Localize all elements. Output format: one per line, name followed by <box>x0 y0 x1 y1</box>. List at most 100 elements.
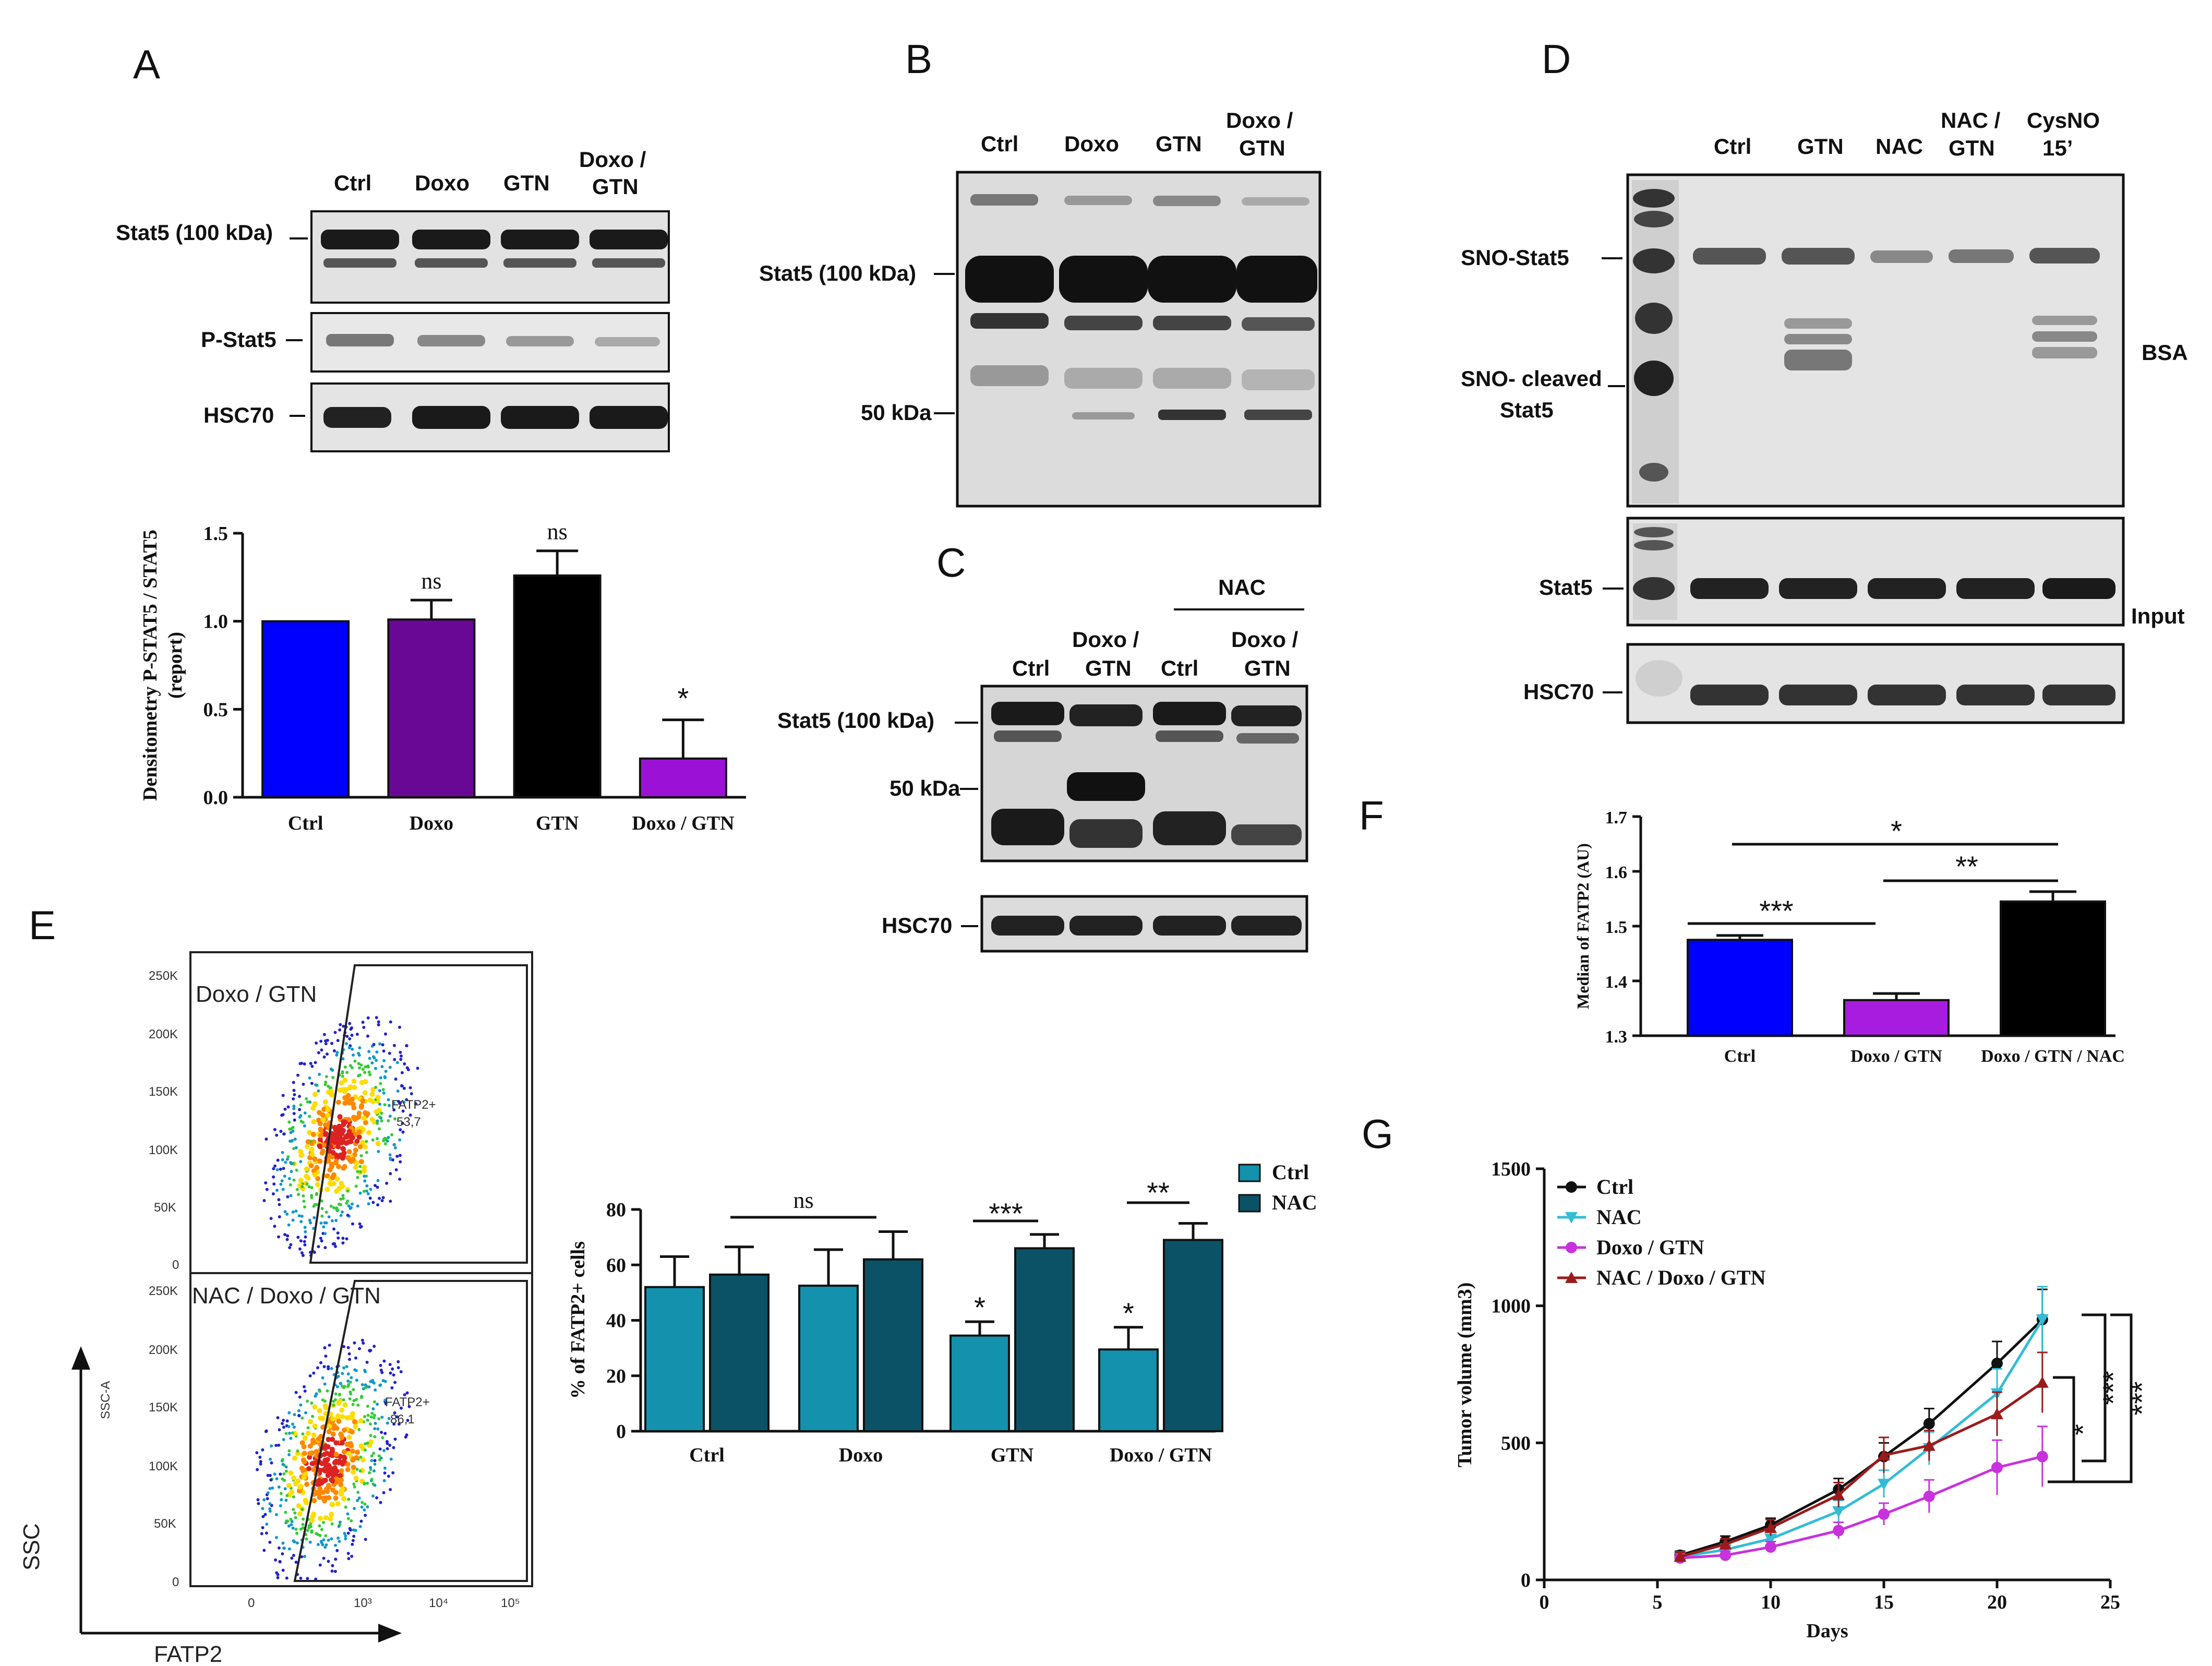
facs-event-dot <box>318 1524 321 1528</box>
facs-event-dot <box>275 1168 279 1171</box>
facs-event-dot <box>341 1210 344 1214</box>
facs-event-dot <box>346 1189 350 1193</box>
facs-event-dot <box>308 1218 311 1222</box>
chart-a-ytick-label: 1.5 <box>203 523 229 545</box>
facs-event-dot <box>362 1144 368 1149</box>
facs-event-dot <box>295 1531 298 1535</box>
facs-event-dot <box>345 1155 351 1160</box>
facs-event-dot <box>406 1419 410 1422</box>
facs-event-dot <box>289 1490 295 1495</box>
blot-d-band <box>1693 248 1766 265</box>
facs-event-dot <box>342 1366 346 1370</box>
facs-event-dot <box>369 1092 375 1097</box>
facs-event-dot <box>334 1244 337 1248</box>
blot-c-lane-nac-doxogtn-1: Doxo / <box>1231 627 1299 652</box>
blot-c-lane-nac-ctrl: Ctrl <box>1161 656 1198 680</box>
facs-event-dot <box>354 1160 359 1166</box>
blot-a: Ctrl Doxo GTN Doxo / GTN Stat5 (100 kDa)… <box>116 147 670 452</box>
facs-event-dot <box>345 1467 351 1472</box>
facs-event-dot <box>394 1168 398 1171</box>
facs-event-dot <box>365 1140 368 1143</box>
facs-event-dot <box>288 1128 292 1131</box>
facs-event-dot <box>310 1196 314 1200</box>
facs-event-dot <box>287 1425 291 1429</box>
facs-event-dot <box>392 1044 396 1047</box>
facs-bottom-gate-label: FATP2+ <box>385 1395 430 1409</box>
facs-event-dot <box>359 1103 365 1109</box>
blot-b-band <box>1148 256 1236 303</box>
facs-event-dot <box>323 1495 329 1501</box>
facs-event-dot <box>298 1395 302 1399</box>
facs-event-dot <box>367 1050 371 1053</box>
facs-event-dot <box>292 1495 295 1499</box>
facs-event-dot <box>331 1242 335 1246</box>
facs-event-dot <box>285 1576 288 1580</box>
blot-d-band <box>2032 347 2097 358</box>
facs-event-dot <box>383 1471 387 1475</box>
facs-event-dot <box>324 1355 328 1358</box>
blot-d-mark-stat5: Stat5 <box>1539 575 1593 600</box>
facs-event-dot <box>358 1165 362 1168</box>
facs-event-dot <box>265 1523 269 1526</box>
facs-event-dot <box>380 1416 384 1419</box>
facs-event-dot <box>302 1459 307 1465</box>
facs-event-dot <box>321 1543 324 1547</box>
facs-event-dot <box>343 1531 346 1535</box>
facs-event-dot <box>388 1444 392 1447</box>
facs-event-dot <box>308 1163 314 1169</box>
facs-event-dot <box>272 1182 276 1186</box>
facs-event-dot <box>330 1502 335 1507</box>
facs-event-dot <box>319 1237 322 1240</box>
facs-event-dot <box>392 1422 396 1426</box>
facs-event-dot <box>322 1556 326 1560</box>
blot-b-membrane <box>956 171 1321 508</box>
facs-event-dot <box>326 1389 329 1393</box>
facs-event-dot <box>297 1414 301 1418</box>
panel-letter-c: C <box>936 540 966 585</box>
facs-event-dot <box>317 1051 320 1054</box>
facs-event-dot <box>339 1214 343 1217</box>
facs-event-dot <box>263 1513 267 1516</box>
blot-a-band <box>501 406 579 429</box>
blot-d-band <box>1784 334 1852 344</box>
facs-event-dot <box>374 1086 378 1089</box>
chart-e-doxogtn-sig: ** <box>1147 1176 1170 1209</box>
facs-event-dot <box>384 1032 387 1036</box>
facs-event-dot <box>372 1055 375 1059</box>
chart-g-point <box>1991 1357 2003 1369</box>
facs-event-dot <box>303 1555 306 1558</box>
chart-e-bar <box>644 1286 705 1432</box>
chart-g-legend-label: Ctrl <box>1596 1175 1633 1198</box>
blot-c-lane-nac-doxogtn-2: GTN <box>1244 656 1291 680</box>
facs-event-dot <box>362 1341 365 1345</box>
chart-g-ytick-label: 1000 <box>1491 1296 1531 1317</box>
facs-event-dot <box>357 1496 361 1500</box>
facs-event-dot <box>343 1065 347 1069</box>
blot-d-band <box>1784 318 1852 329</box>
chart-a-bar <box>513 574 602 798</box>
blot-b-mark-stat5: Stat5 (100 kDa) <box>759 261 916 285</box>
facs-event-dot <box>329 1164 334 1170</box>
blot-c-band <box>991 916 1064 936</box>
facs-event-dot <box>330 1367 333 1370</box>
facs-event-dot <box>259 1462 262 1466</box>
facs-event-dot <box>338 1393 341 1396</box>
facs-event-dot <box>291 1422 294 1426</box>
facs-event-dot <box>356 1176 359 1179</box>
facs-event-dot <box>269 1217 273 1220</box>
facs-event-dot <box>358 1046 362 1050</box>
chart-g-legend-label: NAC / Doxo / GTN <box>1596 1266 1766 1289</box>
facs-event-dot <box>333 1495 339 1501</box>
blot-b-band <box>970 194 1038 206</box>
facs-event-dot <box>298 1247 302 1251</box>
facs-event-dot <box>347 1497 351 1501</box>
facs-event-dot <box>303 1240 306 1243</box>
facs-event-dot <box>326 1038 329 1042</box>
facs-event-dot <box>329 1512 334 1517</box>
facs-event-dot <box>329 1067 333 1071</box>
facs-event-dot <box>327 1084 330 1088</box>
facs-event-dot <box>321 1452 327 1457</box>
chart-e-bar <box>1014 1247 1075 1432</box>
facs-event-dot <box>378 1458 381 1461</box>
blot-d-ladder <box>1632 180 1679 504</box>
